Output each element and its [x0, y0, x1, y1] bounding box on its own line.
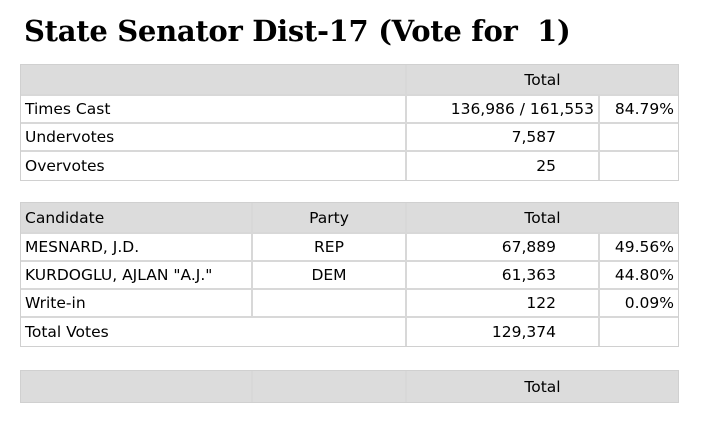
- candidate-row: Write-in 122 0.09%: [21, 290, 679, 318]
- candidate-percent: 44.80%: [600, 262, 679, 290]
- next-section-header-blank: [21, 371, 253, 402]
- next-section-header-blank: [253, 371, 407, 402]
- candidate-name: Write-in: [21, 290, 253, 318]
- summary-header-row: Total: [21, 65, 679, 96]
- results-table: Candidate Party Total MESNARD, J.D. REP …: [20, 202, 680, 347]
- summary-row-times-cast: Times Cast 136,986 / 161,553 84.79%: [21, 96, 679, 124]
- candidate-name: MESNARD, J.D.: [21, 234, 253, 262]
- summary-value: 25: [407, 152, 600, 180]
- next-section-header-total: Total: [407, 371, 679, 402]
- total-votes-label: Total Votes: [21, 318, 407, 346]
- summary-header-blank: [21, 65, 407, 96]
- summary-value: 136,986 / 161,553: [407, 96, 600, 124]
- contest-title: State Senator Dist-17 (Vote for 1): [24, 14, 571, 48]
- next-section-table: Total: [20, 370, 680, 403]
- total-votes-row: Total Votes 129,374: [21, 318, 678, 346]
- summary-table: Total Times Cast 136,986 / 161,553 84.79…: [20, 64, 680, 181]
- summary-percent: [600, 152, 678, 180]
- party-column-header: Party: [253, 203, 407, 234]
- candidate-percent: 49.56%: [600, 234, 679, 262]
- summary-row-undervotes: Undervotes 7,587: [21, 124, 679, 152]
- next-section-header-row: Total: [21, 371, 679, 402]
- summary-row-overvotes: Overvotes 25: [21, 152, 678, 180]
- candidate-total: 67,889: [407, 234, 600, 262]
- summary-label: Overvotes: [21, 152, 407, 180]
- candidate-column-header: Candidate: [21, 203, 253, 234]
- summary-label: Times Cast: [21, 96, 407, 124]
- candidate-total: 122: [407, 290, 600, 318]
- summary-value: 7,587: [407, 124, 600, 152]
- candidate-party: REP: [253, 234, 407, 262]
- candidate-total: 61,363: [407, 262, 600, 290]
- candidate-row: MESNARD, J.D. REP 67,889 49.56%: [21, 234, 679, 262]
- summary-label: Undervotes: [21, 124, 407, 152]
- total-column-header: Total: [407, 203, 679, 234]
- candidate-percent: 0.09%: [600, 290, 679, 318]
- summary-percent: 84.79%: [600, 96, 679, 124]
- summary-percent: [600, 124, 679, 152]
- total-votes-percent: [600, 318, 678, 346]
- candidate-party: [253, 290, 407, 318]
- summary-header-total: Total: [407, 65, 679, 96]
- total-votes-value: 129,374: [407, 318, 600, 346]
- candidate-row: KURDOGLU, AJLAN "A.J." DEM 61,363 44.80%: [21, 262, 679, 290]
- results-header-row: Candidate Party Total: [21, 203, 679, 234]
- candidate-name: KURDOGLU, AJLAN "A.J.": [21, 262, 253, 290]
- candidate-party: DEM: [253, 262, 407, 290]
